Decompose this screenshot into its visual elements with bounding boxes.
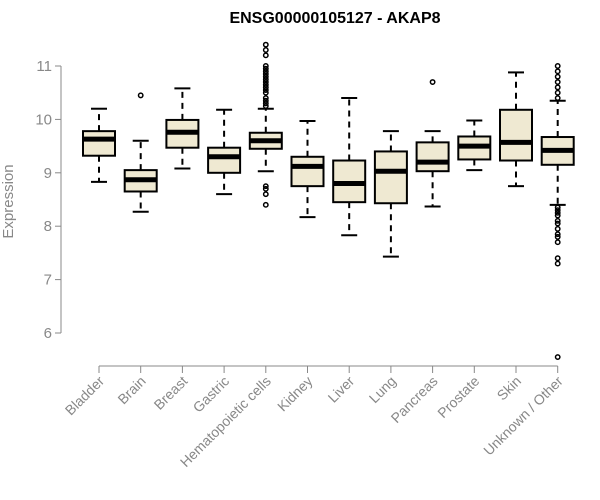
outlier-point [554,89,561,96]
outlier-point [262,63,269,69]
y-axis: 6 7 8 9 10 11 [35,58,62,342]
outlier-point [429,79,436,85]
outlier-point [554,68,561,75]
outlier-point [554,233,561,240]
outlier-point [262,47,269,53]
x-tick-label: Bladder [62,373,108,419]
x-tick-label: Kidney [274,373,316,415]
outlier-point [137,92,144,99]
outlier-point [262,65,269,72]
outlier-point [554,220,561,227]
box-group [373,130,408,258]
y-axis-label: Expression [0,164,17,238]
x-tick-label: Lung [366,373,399,406]
outlier-point [554,260,561,267]
box-group [207,108,242,196]
box-iqr [415,141,450,173]
outlier-point [262,103,269,110]
outlier-point [554,204,561,211]
x-tick-label: Breast [151,373,191,413]
box-group [290,120,325,219]
chart-title: ENSG00000105127 - AKAP8 [229,10,440,27]
box-group [499,71,533,188]
outlier-point [262,79,269,85]
y-tick-label: 8 [44,218,52,235]
x-tick-label: Liver [325,373,358,406]
box-group [82,107,116,183]
box-iqr [207,146,242,174]
outlier-point [262,52,269,59]
y-tick-label: 6 [44,325,52,342]
x-tick-label: Skin [494,373,525,404]
outlier-point [554,255,561,262]
outlier-point [262,183,269,190]
outlier-point [262,41,269,48]
outlier-point [262,185,269,192]
outlier-point [554,212,561,219]
box-group [332,97,367,237]
outlier-point [262,97,269,104]
outlier-point [554,95,561,101]
box-group [457,119,492,172]
outlier-point [554,79,561,85]
box-group [123,92,158,213]
outlier-point [554,225,561,232]
outlier-point [262,95,269,101]
outlier-point [262,191,269,198]
outlier-point [554,84,561,91]
outlier-point [554,231,561,238]
box-iqr [373,150,408,205]
box-iqr [499,108,533,162]
outlier-point [554,217,561,224]
outlier-point [554,209,561,216]
x-tick-label: Prostate [434,373,482,421]
outlier-point [262,89,269,96]
outlier-point [554,239,561,246]
x-tick-label: Unknown / Other [480,373,566,459]
box-group [248,41,283,208]
y-tick-label: 9 [44,165,52,182]
x-tick-label: Brain [114,373,148,407]
outlier-point [262,87,269,93]
outlier-point [554,73,561,80]
outlier-point [262,73,269,80]
y-tick-label: 7 [44,272,52,289]
outlier-point [554,207,561,214]
box-group [415,79,450,208]
outlier-point [262,71,269,77]
plot-area [82,41,575,360]
outlier-point [262,76,269,83]
outlier-point [262,201,269,208]
outlier-point [262,81,269,88]
y-tick-label: 10 [35,111,52,128]
box-group [540,63,575,360]
box-iqr [290,155,325,188]
outlier-point [554,63,561,69]
outlier-point [262,84,269,91]
y-tick-label: 11 [36,58,52,75]
outlier-point [554,354,561,360]
outlier-point [262,68,269,75]
box-group [165,87,200,170]
box-iqr [82,130,116,157]
outlier-point [262,100,269,107]
